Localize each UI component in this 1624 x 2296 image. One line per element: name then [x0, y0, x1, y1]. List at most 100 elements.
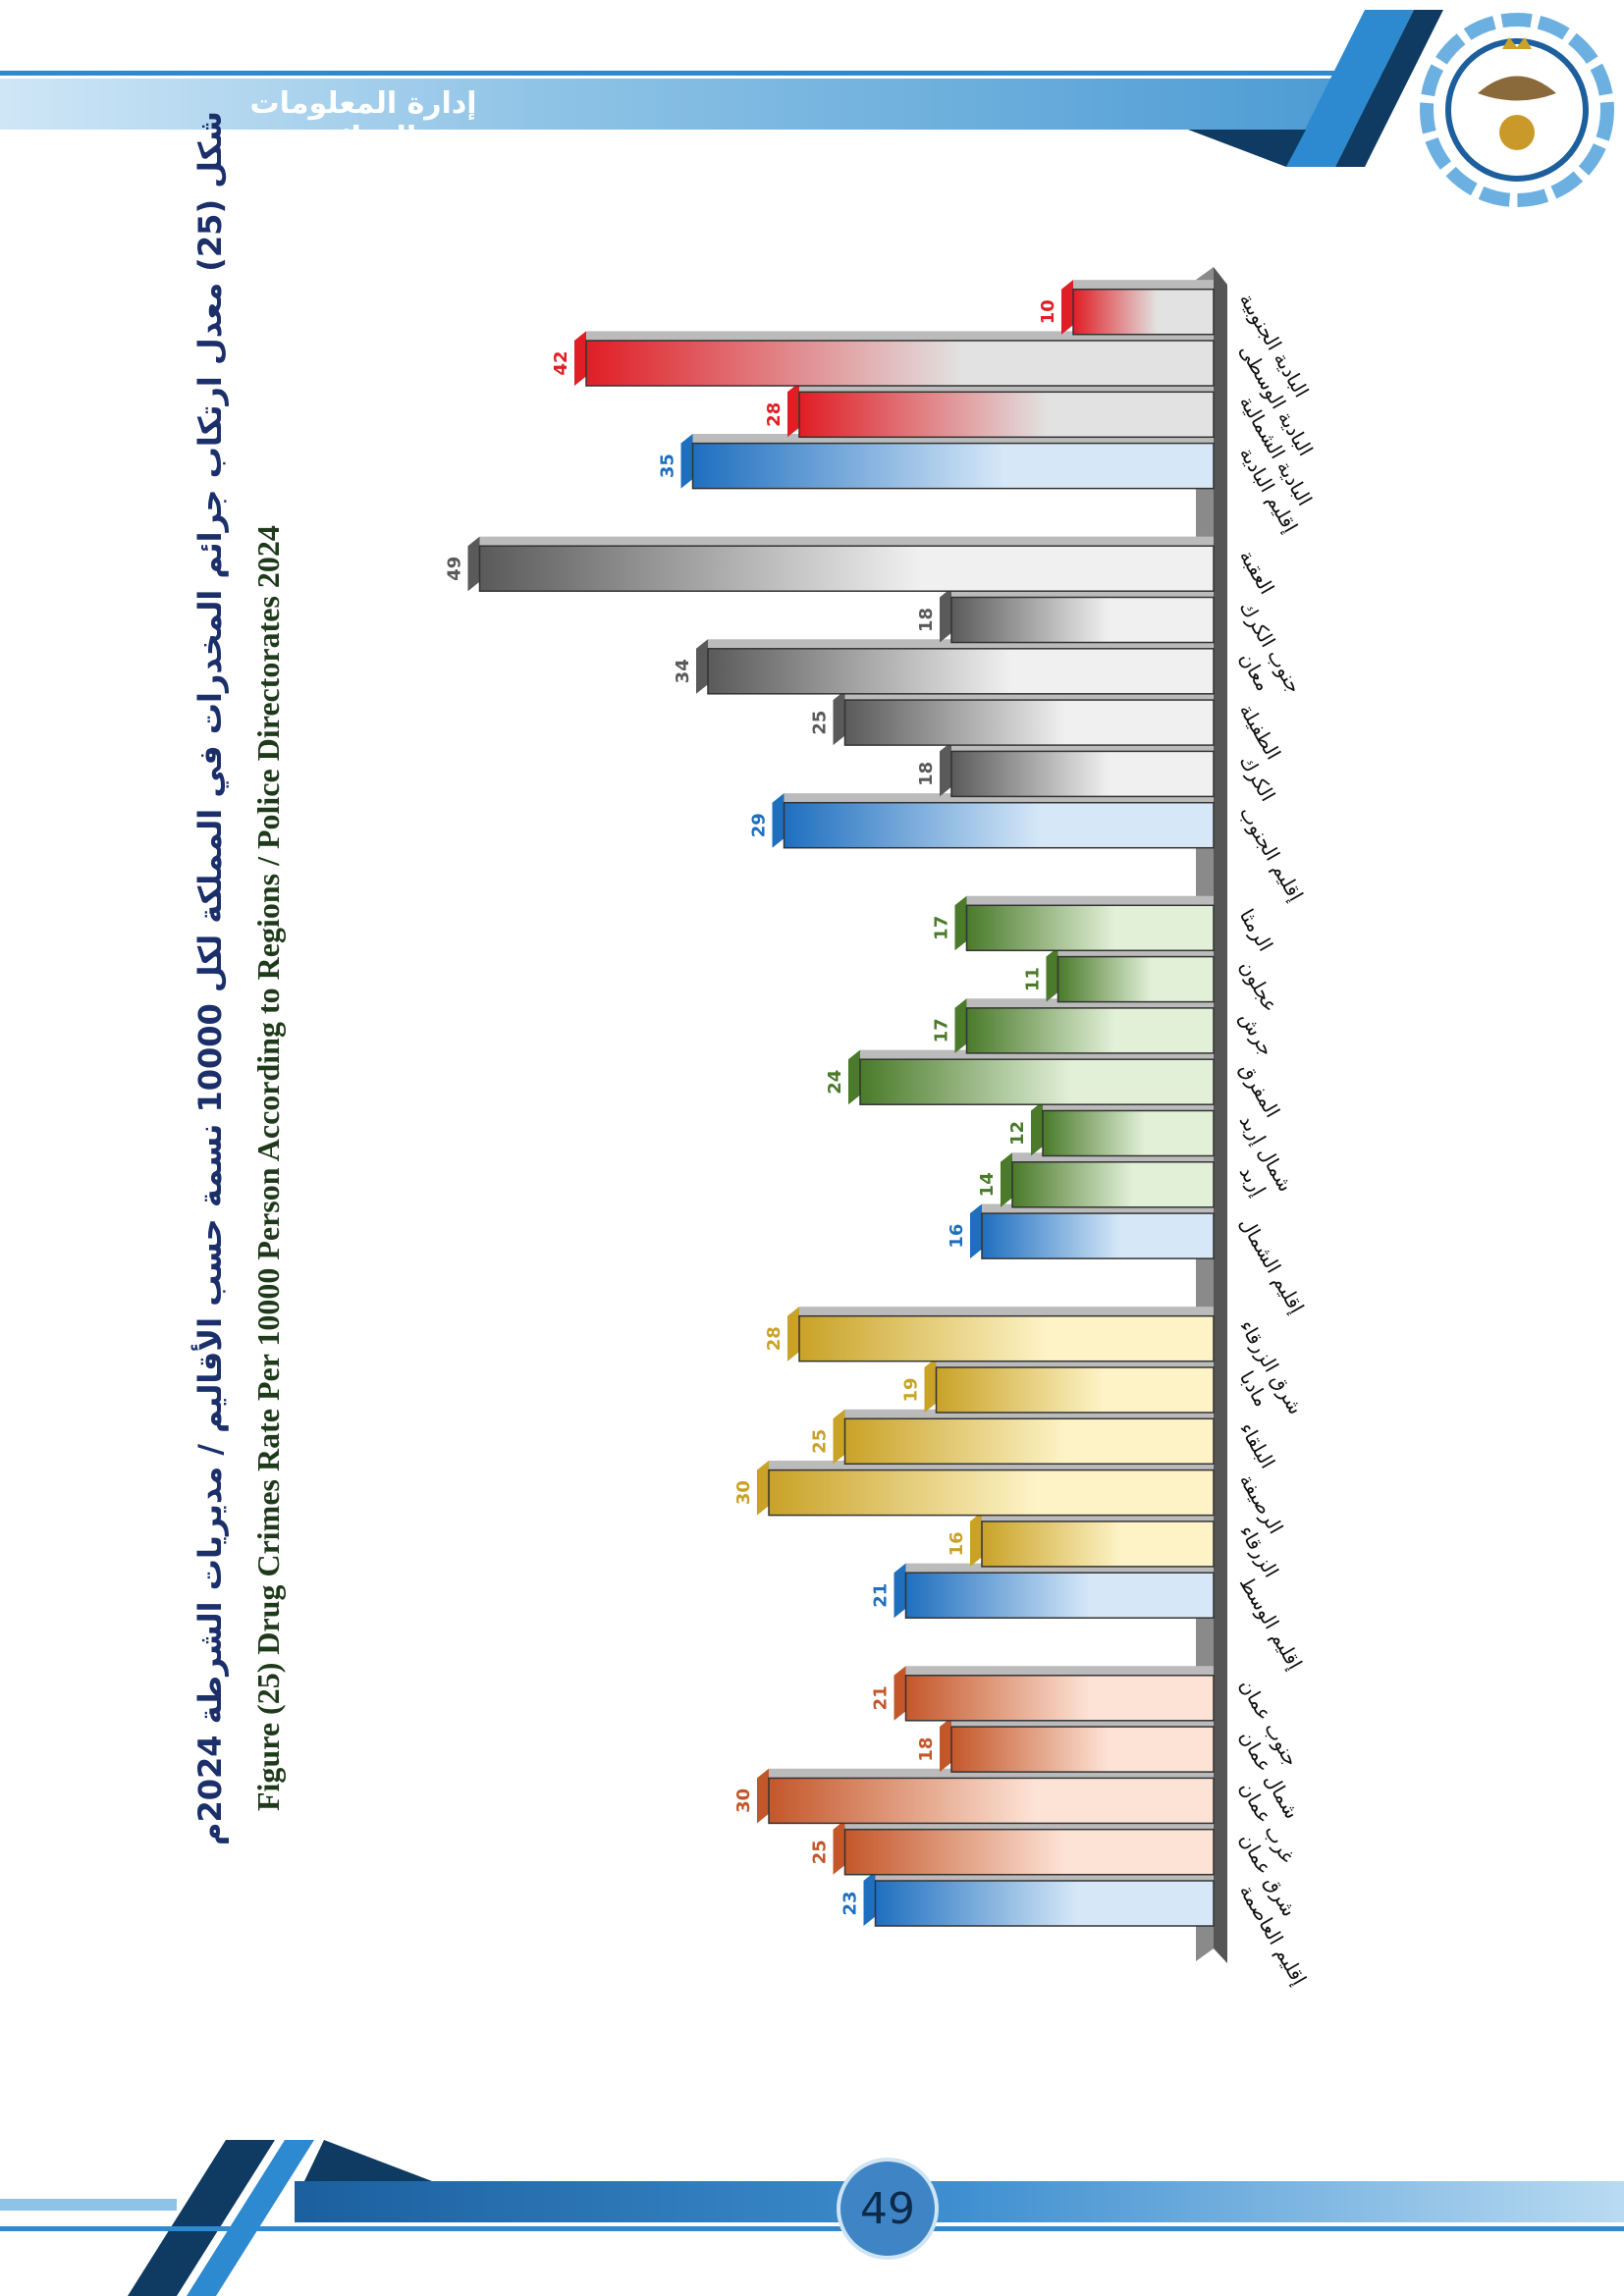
- bar-top-face: [787, 1307, 1214, 1316]
- bar-end-face: [757, 1461, 769, 1516]
- page-number: 49: [837, 2158, 939, 2260]
- bar-top-face: [467, 536, 1214, 547]
- category-label: عجلون: [1235, 956, 1283, 1016]
- bar: [950, 750, 1215, 798]
- data-label: 34: [673, 659, 693, 683]
- bar-end-face: [833, 1820, 845, 1875]
- category-label: العقبة: [1235, 546, 1279, 599]
- bar-end-face: [893, 1563, 906, 1619]
- bar: [904, 1675, 1215, 1722]
- data-label: 42: [551, 350, 571, 375]
- data-label: 30: [733, 1789, 754, 1813]
- bar: [950, 1726, 1215, 1773]
- bar: [768, 1777, 1215, 1825]
- bar-end-face: [757, 1768, 769, 1824]
- data-label: 30: [733, 1480, 754, 1505]
- bar-end-face: [467, 536, 480, 592]
- bar-end-face: [1046, 947, 1058, 1002]
- data-label: 28: [764, 1326, 785, 1351]
- bar: [965, 1007, 1215, 1054]
- bar-end-face: [863, 1871, 876, 1926]
- bar-end-face: [970, 1203, 982, 1259]
- bar: [965, 904, 1215, 952]
- data-label: 25: [810, 1429, 831, 1454]
- data-label: 25: [810, 711, 831, 735]
- bar-end-face: [970, 1512, 982, 1567]
- data-label: 25: [810, 1840, 831, 1864]
- category-label: البلقاء: [1235, 1418, 1280, 1472]
- data-label: 18: [916, 762, 937, 786]
- footer-line: [0, 2226, 1624, 2231]
- data-label: 29: [749, 813, 770, 837]
- bar: [843, 1828, 1215, 1876]
- bar: [859, 1058, 1215, 1105]
- header-decoration: [1188, 10, 1443, 167]
- category-label: الطفيلة: [1235, 700, 1286, 764]
- chart-title-english: Figure (25) Drug Crimes Rate Per 10000 P…: [250, 525, 286, 1811]
- footer-band: [295, 2181, 1624, 2222]
- header-title: إدارة المعلومات الجنائية: [249, 86, 477, 155]
- data-label: 10: [1038, 299, 1058, 324]
- bar: [1072, 288, 1215, 336]
- bar-end-face: [772, 793, 785, 848]
- category-label: جرش: [1235, 1007, 1279, 1059]
- bar-top-face: [893, 1666, 1214, 1676]
- bar-end-face: [924, 1358, 937, 1413]
- bar: [935, 1366, 1215, 1414]
- data-label: 24: [825, 1070, 845, 1095]
- bar: [874, 1880, 1215, 1927]
- category-label: إقليم الوسط: [1234, 1573, 1307, 1675]
- bar-top-face: [954, 895, 1214, 906]
- bar: [585, 340, 1215, 387]
- bar-end-face: [954, 998, 967, 1053]
- data-label: 14: [977, 1172, 998, 1197]
- data-label: 23: [840, 1891, 861, 1915]
- bar: [1042, 1109, 1215, 1157]
- data-label: 21: [871, 1583, 892, 1608]
- data-label: 21: [871, 1685, 892, 1710]
- bar: [904, 1572, 1215, 1619]
- data-label: 17: [932, 916, 952, 940]
- bar-end-face: [696, 639, 708, 694]
- data-label: 12: [1007, 1121, 1028, 1146]
- category-label: الكرك: [1235, 751, 1280, 805]
- bar-end-face: [940, 1717, 951, 1773]
- bar: [707, 648, 1215, 695]
- bar-top-face: [574, 331, 1214, 341]
- category-label: شرق الزرقاء: [1235, 1315, 1308, 1418]
- data-label: 16: [947, 1531, 967, 1556]
- bar: [783, 801, 1215, 849]
- bar-end-face: [940, 587, 951, 643]
- bar-top-face: [1061, 280, 1214, 290]
- data-label: 16: [947, 1224, 967, 1249]
- bar: [843, 1417, 1215, 1466]
- bar-end-face: [833, 690, 845, 746]
- bar-end-face: [680, 434, 693, 489]
- bar-end-face: [848, 1049, 860, 1105]
- category-label: إقليم الشمال: [1234, 1213, 1309, 1318]
- bar: [691, 442, 1215, 490]
- emblem-logo: [1420, 13, 1614, 207]
- bar-end-face: [954, 895, 967, 951]
- data-label: 35: [658, 454, 678, 478]
- data-label: 49: [445, 557, 465, 581]
- bar-end-face: [574, 331, 586, 386]
- data-label: 18: [916, 608, 937, 632]
- bar: [950, 596, 1215, 644]
- bar-end-face: [787, 382, 799, 438]
- bar: [798, 1314, 1215, 1362]
- category-label: المفرق: [1235, 1059, 1285, 1122]
- bar: [1011, 1161, 1215, 1208]
- data-label: 18: [916, 1737, 937, 1762]
- data-label: 19: [901, 1377, 922, 1402]
- data-label: 17: [932, 1018, 952, 1042]
- header-line: [0, 71, 1394, 76]
- bar-end-face: [893, 1666, 906, 1721]
- data-label: 11: [1023, 967, 1044, 991]
- bar-end-face: [787, 1307, 799, 1362]
- bar-end-face: [1001, 1152, 1012, 1207]
- bar-end-face: [833, 1409, 845, 1465]
- chart-title-arabic: شكل (25) معدل ارتكاب جرائم المخدرات في ا…: [191, 111, 229, 1845]
- bar: [843, 699, 1215, 746]
